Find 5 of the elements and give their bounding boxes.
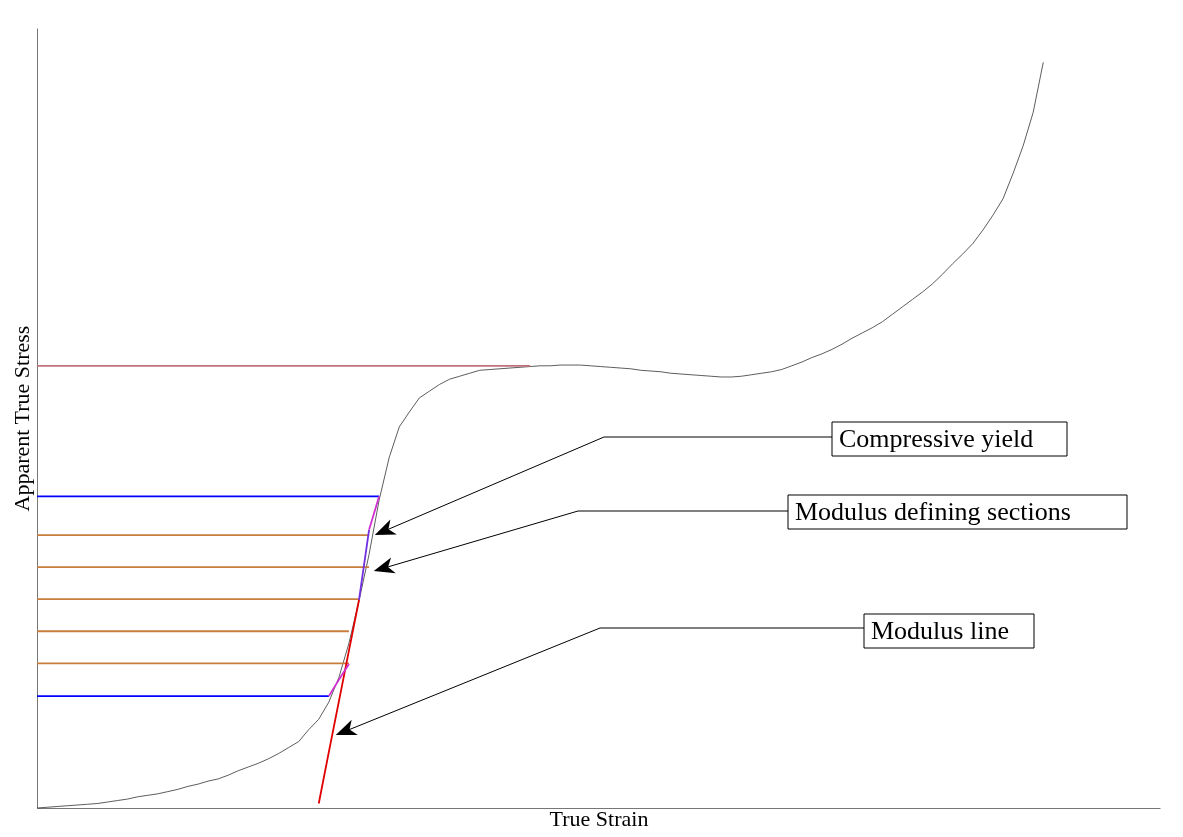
x-axis-title: True Strain	[549, 805, 649, 831]
y-axis-title: Apparent True Stress	[8, 325, 34, 512]
annotation: Compressive yield	[839, 424, 1034, 453]
annotation: Modulus line	[871, 616, 1009, 645]
annotation: Modulus defining sections	[795, 497, 1071, 526]
